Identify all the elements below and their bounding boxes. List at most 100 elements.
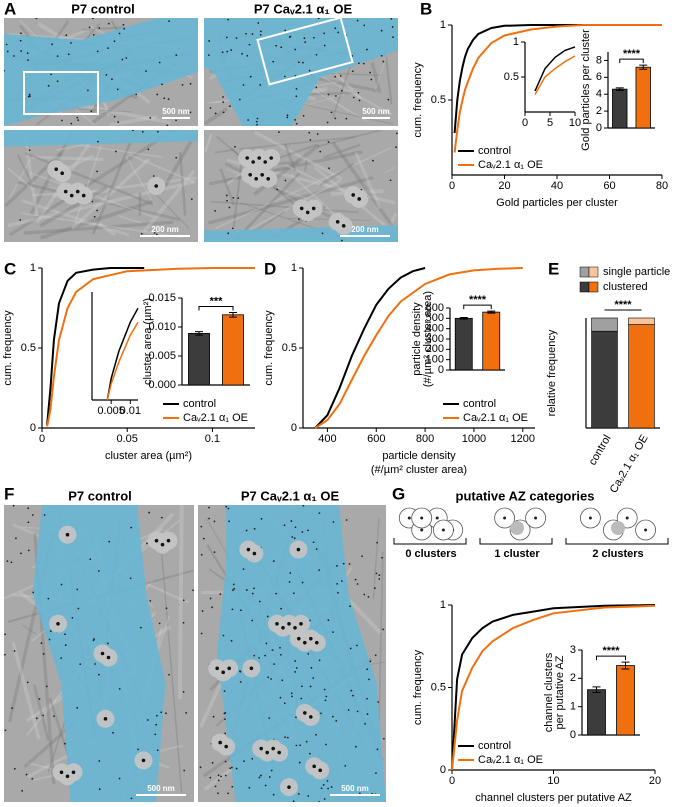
particle — [13, 650, 16, 652]
y-tick-label: 1 — [30, 262, 36, 274]
particle — [118, 777, 121, 780]
particle — [27, 59, 29, 62]
particle — [182, 621, 185, 624]
particle — [31, 514, 34, 516]
particle — [76, 588, 79, 591]
texture — [214, 149, 234, 154]
particle — [51, 43, 53, 46]
error-bar — [229, 312, 237, 318]
particle — [182, 599, 185, 602]
particle — [352, 96, 355, 99]
gold-particle — [141, 758, 146, 763]
particle — [224, 732, 227, 735]
channel — [420, 516, 424, 520]
particle — [65, 34, 68, 37]
channel — [644, 528, 648, 532]
particle — [258, 776, 261, 779]
texture — [74, 144, 102, 224]
gold-particle — [315, 640, 319, 645]
particle — [295, 122, 298, 125]
particle — [242, 84, 245, 86]
gold-particle — [293, 626, 297, 630]
legend-label: control — [478, 740, 511, 752]
particle — [356, 710, 359, 713]
particle — [273, 663, 276, 666]
error-bar — [487, 310, 496, 314]
series-line — [451, 604, 656, 771]
particle — [117, 121, 120, 124]
bar — [612, 88, 628, 129]
gold-particle — [100, 651, 105, 656]
particle — [200, 553, 203, 556]
particle — [232, 583, 235, 586]
y-tick-label: 2 — [570, 672, 576, 684]
particle — [320, 787, 323, 790]
particle — [330, 786, 333, 788]
particle — [334, 117, 337, 120]
particle — [383, 737, 385, 740]
particle — [6, 50, 9, 53]
particle — [340, 239, 343, 242]
error-bar — [459, 317, 468, 320]
particle — [302, 505, 305, 507]
texture — [8, 132, 170, 237]
y-tick-label: 0.005 — [148, 350, 176, 362]
particle — [56, 55, 59, 57]
texture — [82, 26, 126, 31]
gold-particle — [54, 167, 58, 171]
zoom-box — [256, 16, 354, 86]
particle — [332, 521, 335, 523]
particle — [284, 736, 286, 739]
x-tick-label: 0 — [39, 433, 45, 445]
particle — [376, 541, 378, 544]
particle — [212, 715, 215, 718]
particle — [324, 699, 327, 702]
y-tick-label: 6 — [596, 71, 602, 83]
particle — [208, 506, 210, 509]
particle — [253, 527, 256, 530]
particle — [347, 709, 350, 711]
particle — [321, 232, 324, 235]
particle — [232, 196, 235, 199]
particle — [64, 633, 66, 636]
texture — [240, 179, 342, 236]
series-line — [46, 267, 145, 425]
gold-particle — [259, 746, 264, 751]
particle — [259, 83, 262, 86]
channel — [625, 516, 629, 520]
particle — [295, 744, 298, 747]
panel-label: G — [392, 484, 405, 503]
texture — [21, 624, 36, 635]
particle — [289, 572, 292, 574]
particle — [115, 150, 117, 153]
particle — [295, 667, 298, 669]
particle — [334, 75, 337, 78]
y-tick-label: 1 — [440, 19, 446, 31]
particle — [111, 78, 113, 81]
x-tick-label: 10 — [547, 775, 559, 787]
particle — [175, 156, 178, 159]
particle — [32, 591, 35, 594]
gold-particle — [215, 666, 219, 671]
micrograph — [198, 505, 386, 802]
legend-label: control — [183, 398, 216, 410]
particle — [374, 654, 377, 657]
particle — [344, 764, 347, 767]
particle — [27, 549, 30, 552]
particle — [272, 60, 275, 63]
particle — [10, 561, 13, 564]
particle — [130, 526, 133, 529]
cluster-halo — [611, 521, 625, 535]
particle — [270, 769, 273, 772]
particle — [387, 98, 390, 101]
particle — [6, 560, 9, 563]
panel-title: P7 control — [71, 1, 135, 16]
texture — [142, 170, 196, 233]
bracket — [565, 538, 669, 545]
particle — [231, 589, 234, 592]
particle — [223, 712, 226, 715]
particle — [208, 517, 210, 520]
particle — [373, 587, 376, 590]
particle — [185, 711, 188, 714]
particle — [145, 70, 147, 73]
